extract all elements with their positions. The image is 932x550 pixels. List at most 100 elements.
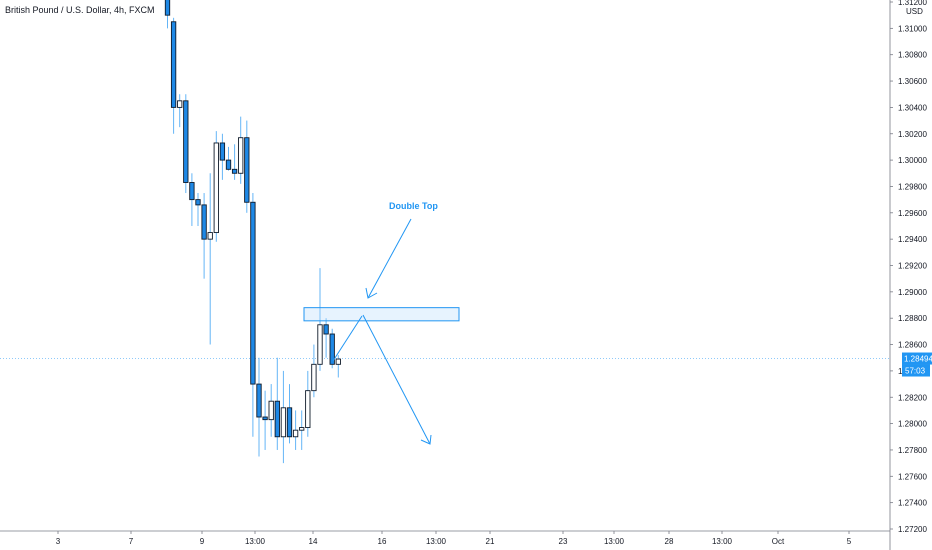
candle[interactable]: [244, 120, 250, 213]
candle[interactable]: [177, 94, 183, 128]
price-tick-label: 1.27800: [898, 446, 927, 455]
price-tick-label: 1.28000: [898, 420, 927, 429]
time-tick-label: 23: [559, 537, 568, 546]
candle-body: [274, 400, 280, 438]
candle-body: [262, 416, 268, 421]
last-price-bg: [902, 352, 932, 365]
time-tick-label: 13:00: [426, 537, 447, 546]
candle-body: [201, 204, 207, 240]
price-tick-label: 1.30200: [898, 130, 927, 139]
price-tick-label: 1.28600: [898, 341, 927, 350]
price-tick-label: 1.29800: [898, 182, 927, 191]
candle-body: [195, 199, 201, 206]
candle-body: [329, 333, 335, 365]
arrow-out-head: [420, 434, 432, 445]
candle[interactable]: [305, 370, 311, 437]
price-tick-label: 1.30400: [898, 103, 927, 112]
price-axis[interactable]: USD 1.31200 1.31000 1.30800 1.30600 1.30400 1…: [889, 0, 927, 550]
candle-body: [238, 137, 244, 174]
candles-layer[interactable]: [164, 0, 341, 464]
time-tick-label: 28: [665, 537, 674, 546]
candle[interactable]: [329, 328, 335, 369]
candle[interactable]: [213, 131, 219, 242]
time-tick-label: 5: [847, 537, 852, 546]
candle[interactable]: [250, 193, 256, 437]
time-tick-label: 3: [56, 537, 61, 546]
time-tick-label: 7: [129, 537, 134, 546]
candle[interactable]: [280, 370, 287, 464]
last-price-tag: 1.28494 57:03: [902, 352, 932, 377]
candle[interactable]: [219, 133, 226, 180]
drawings-layer[interactable]: Double Top: [303, 201, 460, 445]
resistance-zone[interactable]: [303, 307, 460, 322]
candle[interactable]: [207, 173, 213, 345]
candle-body: [183, 100, 189, 183]
candle-body: [335, 358, 341, 365]
double-top-arrow-out[interactable]: [362, 314, 431, 445]
candle[interactable]: [268, 384, 274, 437]
candle[interactable]: [311, 344, 317, 398]
countdown-value: 57:03: [905, 367, 926, 376]
price-tick-label: 1.30000: [898, 156, 927, 165]
candle-body: [219, 142, 226, 161]
countdown-bg: [902, 364, 930, 377]
price-tick-label: 1.27400: [898, 499, 927, 508]
candle-body: [305, 390, 311, 429]
candle[interactable]: [225, 146, 232, 171]
candle[interactable]: [201, 193, 207, 279]
arrow-in-head: [365, 287, 378, 299]
time-tick-label: 16: [378, 537, 387, 546]
double-top-label[interactable]: Double Top: [389, 201, 438, 211]
price-tick-label: 1.29400: [898, 235, 927, 244]
price-tick-label: 1.30800: [898, 51, 927, 60]
price-tick-label: 1.30600: [898, 77, 927, 86]
price-tick-label: 1.27600: [898, 472, 927, 481]
candle-body: [311, 363, 317, 392]
candle[interactable]: [238, 116, 244, 184]
candle[interactable]: [286, 384, 293, 444]
last-price-value: 1.28494: [904, 355, 932, 364]
candle-body: [164, 0, 171, 16]
candle[interactable]: [317, 268, 323, 371]
candle[interactable]: [183, 94, 189, 194]
candle-body: [189, 182, 195, 201]
price-tick-label: 1.31200: [898, 0, 927, 7]
time-tick-label: 13:00: [712, 537, 733, 546]
candle-body: [250, 201, 256, 385]
candle[interactable]: [189, 173, 195, 226]
price-tick-label: 1.31000: [898, 24, 927, 33]
time-tick-label: 9: [200, 537, 205, 546]
double-top-arrow-in[interactable]: [367, 218, 412, 299]
currency-label: USD: [906, 7, 923, 16]
candle[interactable]: [323, 318, 329, 358]
time-tick-label: 13:00: [245, 537, 266, 546]
candle-body: [299, 427, 305, 431]
candle[interactable]: [170, 17, 177, 134]
price-tick-label: 1.29600: [898, 209, 927, 218]
candle[interactable]: [335, 355, 341, 378]
double-top-peak-lines[interactable]: [332, 315, 363, 362]
candle-body: [170, 21, 177, 108]
price-tick-label: 1.28200: [898, 393, 927, 402]
candle-body: [323, 324, 329, 335]
candle-body: [286, 407, 293, 438]
candle-body: [280, 407, 287, 438]
candle[interactable]: [262, 390, 268, 450]
candle-body: [268, 400, 274, 421]
candle[interactable]: [274, 357, 280, 450]
candle-body: [292, 429, 299, 438]
price-tick-label: 1.27200: [898, 525, 927, 534]
candle[interactable]: [195, 193, 201, 226]
candle[interactable]: [231, 144, 238, 180]
candle[interactable]: [299, 410, 305, 450]
candle-body: [177, 100, 183, 108]
time-tick-label: 13:00: [604, 537, 625, 546]
candle[interactable]: [292, 410, 299, 450]
chart-title: British Pound / U.S. Dollar, 4h, FXCM: [5, 5, 155, 15]
candle[interactable]: [256, 357, 262, 457]
candle-body: [213, 142, 219, 234]
candle[interactable]: [164, 0, 171, 29]
time-axis[interactable]: 3 7 9 13:00 14 16 13:00 21 23 13:00 28 13:00 Oct 5: [0, 530, 890, 546]
time-tick-label: 14: [309, 537, 318, 546]
